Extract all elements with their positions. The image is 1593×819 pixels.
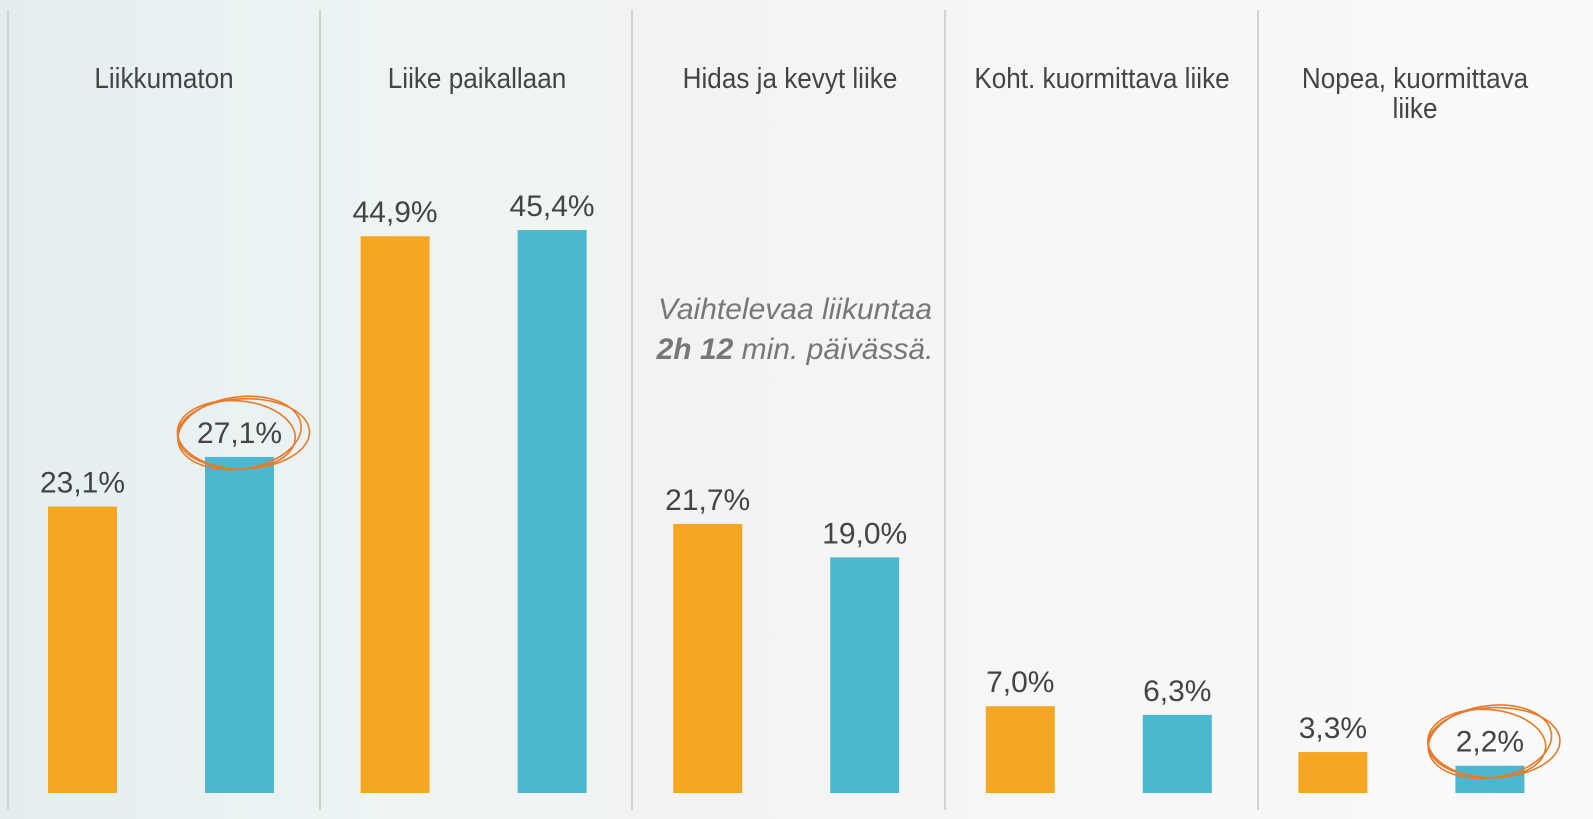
bar [1455,766,1524,793]
separators [8,10,1258,810]
value-label: 21,7% [665,484,750,517]
annotation-text: Vaihtelevaa liikuntaa [658,293,932,326]
category-label: Liike paikallaan [342,64,612,94]
value-label: 19,0% [822,517,907,550]
value-label: 2,2% [1456,726,1524,759]
bar [1298,752,1367,793]
value-label: 44,9% [353,196,438,229]
value-label: 7,0% [986,666,1054,699]
bar [518,230,587,793]
annotation-text: min. päivässä. [742,333,934,366]
category-label: Koht. kuormittava liike [967,64,1237,94]
value-label: 27,1% [197,417,282,450]
bar [830,557,899,793]
bar [986,706,1055,793]
annotation-bold: 2h 12 [657,333,734,366]
page: 23,1% 44,9% 21,7% 7,0% 3,3% 27,1% 45,4% 19,0% 6,… [0,0,1593,819]
value-label: 23,1% [40,467,125,500]
bar [1143,715,1212,793]
category-label: Liikkumaton [29,64,299,94]
bar [48,507,117,793]
bar [673,524,742,793]
bar [205,457,274,793]
annotation: Vaihtelevaa liikuntaa 2h 12 min. päiväss… [650,290,940,370]
category-label: Nopea, kuormittava liike [1280,64,1550,124]
value-label: 45,4% [510,190,595,223]
value-label: 3,3% [1299,712,1367,745]
value-label: 6,3% [1143,675,1211,708]
category-label: Hidas ja kevyt liike [655,64,925,94]
bar [361,236,430,793]
